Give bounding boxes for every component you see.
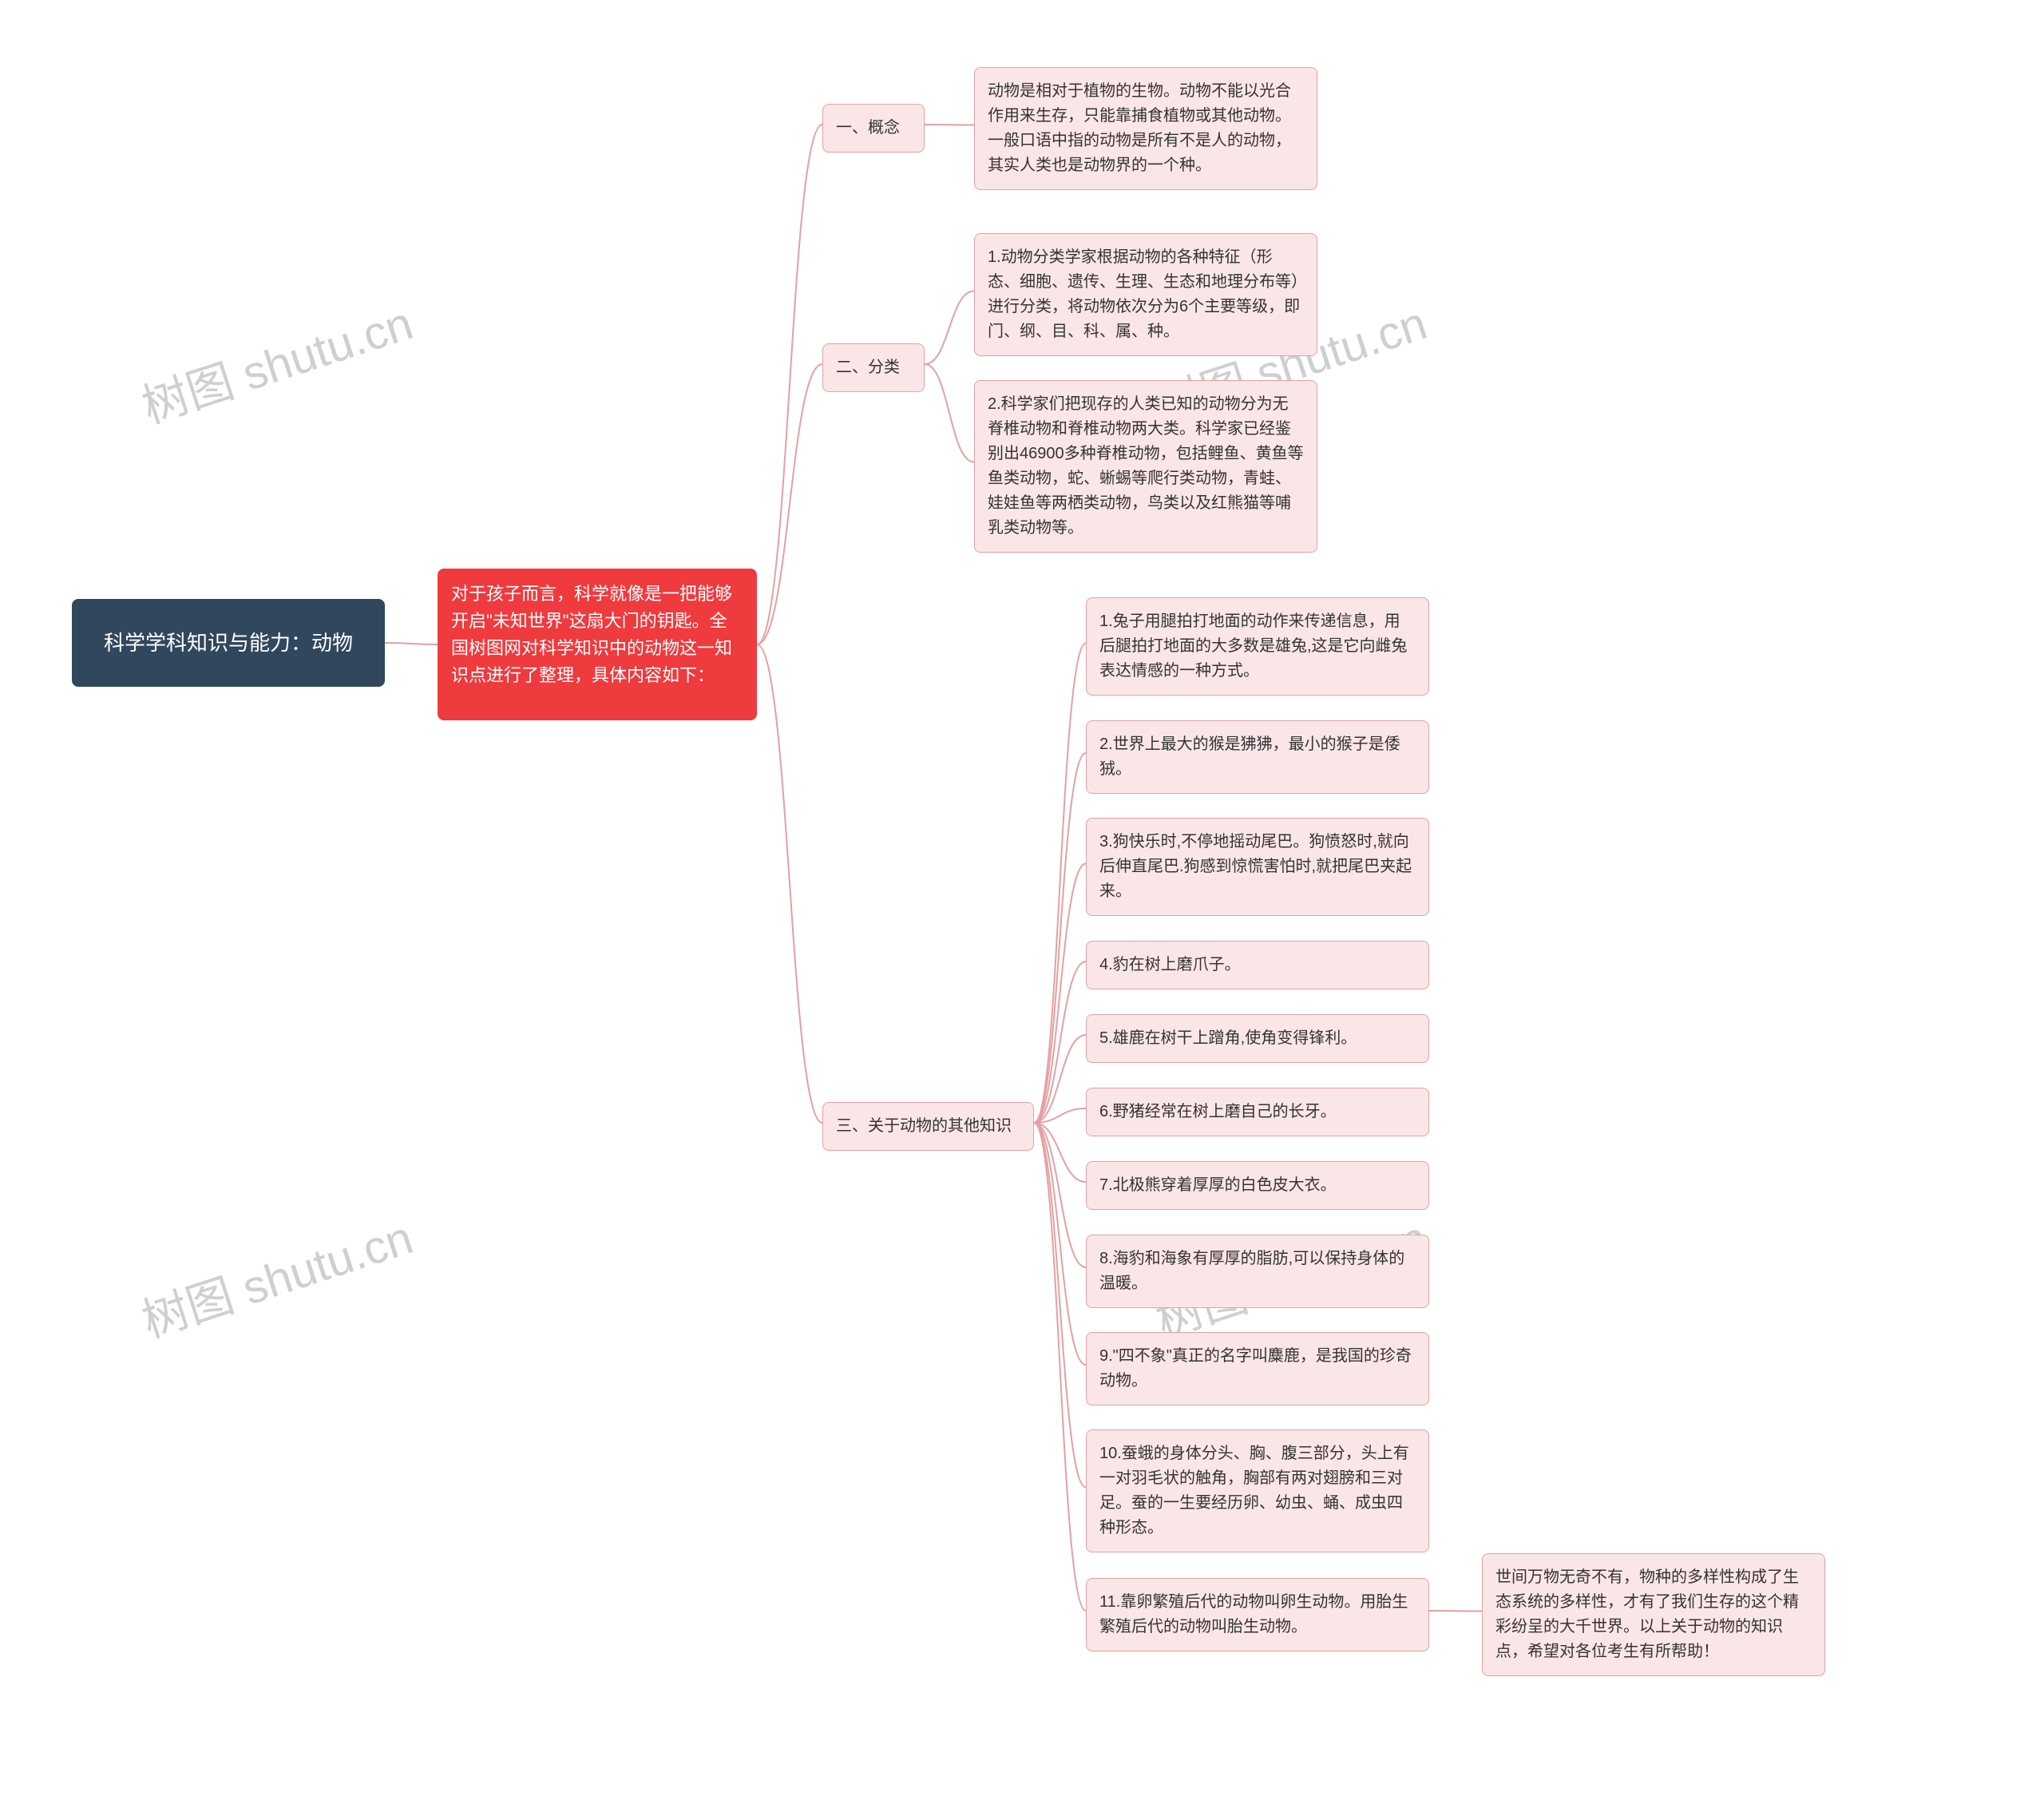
watermark: 树图 shutu.cn bbox=[133, 1200, 420, 1350]
section-2b-node[interactable]: 2.科学家们把现存的人类已知的动物分为无脊椎动物和脊椎动物两大类。科学家已经鉴别… bbox=[974, 380, 1317, 553]
section-1a-node[interactable]: 动物是相对于植物的生物。动物不能以光合作用来生存，只能靠捕食植物或其他动物。一般… bbox=[974, 67, 1317, 190]
mindmap-canvas: 树图 shutu.cn 树图 shutu.cn 树图 shutu.cn 树图 s… bbox=[0, 0, 2044, 1796]
section-3-node[interactable]: 三、关于动物的其他知识 bbox=[822, 1102, 1034, 1151]
watermark: 树图 shutu.cn bbox=[133, 286, 420, 436]
section-3-11a-node[interactable]: 世间万物无奇不有，物种的多样性构成了生态系统的多样性，才有了我们生存的这个精彩纷… bbox=[1482, 1553, 1825, 1676]
section-3-11-node[interactable]: 11.靠卵繁殖后代的动物叫卵生动物。用胎生繁殖后代的动物叫胎生动物。 bbox=[1086, 1578, 1429, 1651]
section-2-node[interactable]: 二、分类 bbox=[822, 343, 925, 392]
section-3-9-node[interactable]: 9."四不象"真正的名字叫麋鹿，是我国的珍奇动物。 bbox=[1086, 1332, 1429, 1405]
section-1-node[interactable]: 一、概念 bbox=[822, 104, 925, 153]
root-node[interactable]: 科学学科知识与能力：动物 bbox=[72, 599, 385, 687]
section-3-1-node[interactable]: 1.兔子用腿拍打地面的动作来传递信息，用后腿拍打地面的大多数是雄兔,这是它向雌兔… bbox=[1086, 597, 1429, 696]
section-3-2-node[interactable]: 2.世界上最大的猴是狒狒，最小的猴子是倭狨。 bbox=[1086, 720, 1429, 794]
section-3-8-node[interactable]: 8.海豹和海象有厚厚的脂肪,可以保持身体的温暖。 bbox=[1086, 1235, 1429, 1308]
section-3-7-node[interactable]: 7.北极熊穿着厚厚的白色皮大衣。 bbox=[1086, 1161, 1429, 1210]
section-2a-node[interactable]: 1.动物分类学家根据动物的各种特征（形态、细胞、遗传、生理、生态和地理分布等）进… bbox=[974, 233, 1317, 356]
section-3-4-node[interactable]: 4.豹在树上磨爪子。 bbox=[1086, 941, 1429, 989]
section-3-6-node[interactable]: 6.野猪经常在树上磨自己的长牙。 bbox=[1086, 1088, 1429, 1136]
section-3-5-node[interactable]: 5.雄鹿在树干上蹭角,使角变得锋利。 bbox=[1086, 1014, 1429, 1063]
intro-node[interactable]: 对于孩子而言，科学就像是一把能够开启"未知世界"这扇大门的钥匙。全国树图网对科学… bbox=[438, 569, 757, 720]
section-3-3-node[interactable]: 3.狗快乐时,不停地摇动尾巴。狗愤怒时,就向后伸直尾巴.狗感到惊慌害怕时,就把尾… bbox=[1086, 818, 1429, 916]
section-3-10-node[interactable]: 10.蚕蛾的身体分头、胸、腹三部分，头上有一对羽毛状的触角，胸部有两对翅膀和三对… bbox=[1086, 1429, 1429, 1552]
